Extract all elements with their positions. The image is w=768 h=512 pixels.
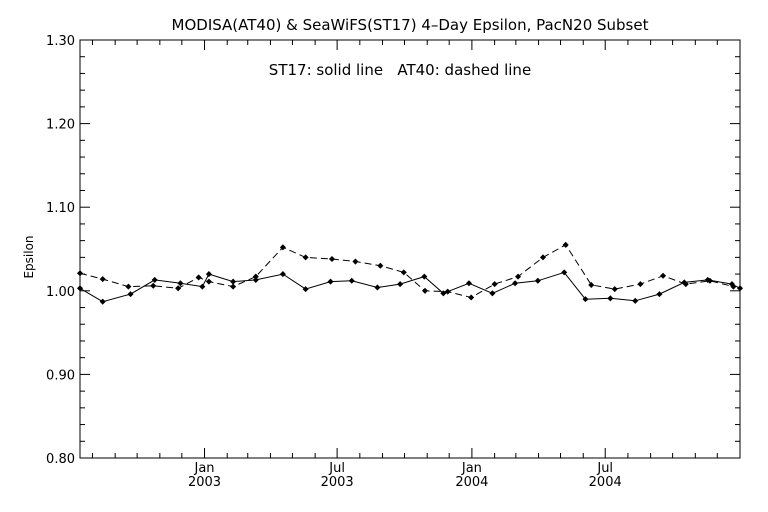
data-point-st17 (302, 286, 309, 293)
data-point-st17 (127, 291, 134, 298)
data-point-at40 (125, 283, 132, 290)
data-point-st17 (440, 290, 447, 297)
data-point-st17 (252, 276, 259, 283)
x-tick-label-month: Jan (194, 461, 215, 476)
data-point-at40 (730, 283, 737, 290)
y-tick-label: 1.30 (46, 34, 75, 49)
data-point-at40 (660, 272, 667, 279)
data-point-st17 (327, 278, 334, 285)
x-tick-label-month: Jan (461, 461, 482, 476)
data-point-at40 (515, 273, 522, 280)
data-point-at40 (279, 244, 286, 251)
x-tick-label-year: 2004 (589, 475, 622, 490)
y-axis-label: Epsilon (22, 235, 36, 278)
data-point-at40 (400, 269, 407, 276)
data-point-st17 (607, 295, 614, 302)
y-tick-label: 1.00 (46, 285, 75, 300)
data-point-at40 (706, 277, 713, 284)
data-point-st17 (561, 269, 568, 276)
data-point-at40 (195, 274, 202, 281)
data-point-st17 (656, 291, 663, 298)
data-point-st17 (230, 278, 237, 285)
data-point-st17 (512, 280, 519, 287)
x-tick-label-year: 2004 (455, 475, 488, 490)
data-point-st17 (177, 280, 184, 287)
data-point-at40 (611, 286, 618, 293)
data-point-at40 (562, 241, 569, 248)
data-point-at40 (491, 281, 498, 288)
data-point-st17 (736, 285, 744, 292)
data-point-at40 (377, 262, 384, 269)
y-tick-label: 1.20 (46, 118, 75, 133)
y-tick-label: 1.10 (46, 201, 75, 216)
y-tick-label: 0.80 (46, 452, 75, 467)
data-point-at40 (99, 276, 106, 283)
series-line-at40 (79, 244, 734, 299)
plot-frame (79, 39, 741, 459)
chart-marks: 0.800.901.001.101.201.30Jan2003Jul2003Ja… (46, 34, 744, 490)
data-point-at40 (588, 281, 595, 288)
data-point-at40 (468, 294, 475, 301)
data-point-at40 (444, 288, 451, 295)
data-point-at40 (682, 281, 689, 288)
data-point-at40 (328, 256, 336, 263)
x-tick-label-month: Jul (596, 461, 613, 476)
data-point-st17 (279, 271, 286, 278)
data-point-at40 (175, 285, 182, 292)
data-point-st17 (465, 280, 472, 287)
data-point-at40 (352, 258, 359, 265)
data-point-st17 (205, 271, 212, 278)
data-point-st17 (199, 283, 206, 290)
data-point-at40 (302, 254, 309, 261)
data-point-st17 (582, 296, 589, 303)
x-tick-label-year: 2003 (188, 475, 221, 490)
data-point-st17 (534, 277, 541, 284)
data-point-st17 (99, 298, 106, 305)
chart-title: MODISA(AT40) & SeaWiFS(ST17) 4–Day Epsil… (172, 16, 649, 34)
data-point-st17 (374, 284, 381, 291)
data-point-at40 (421, 287, 429, 294)
data-point-st17 (632, 297, 639, 304)
y-tick-label: 0.90 (46, 368, 75, 383)
data-point-st17 (421, 273, 428, 280)
data-point-at40 (205, 278, 212, 285)
data-point-at40 (76, 270, 84, 277)
chart-annotation: ST17: solid line AT40: dashed line (269, 61, 531, 79)
x-tick-label-year: 2003 (321, 475, 354, 490)
data-point-at40 (637, 281, 644, 288)
data-point-at40 (150, 282, 157, 289)
data-point-st17 (348, 277, 355, 284)
data-point-st17 (397, 281, 404, 288)
series-line-st17 (79, 271, 741, 303)
data-point-at40 (539, 254, 546, 261)
data-point-st17 (76, 285, 84, 292)
data-point-at40 (230, 283, 237, 290)
data-point-st17 (489, 290, 496, 297)
x-tick-label-month: Jul (328, 461, 345, 476)
data-point-at40 (252, 273, 259, 280)
data-point-st17 (151, 276, 158, 283)
